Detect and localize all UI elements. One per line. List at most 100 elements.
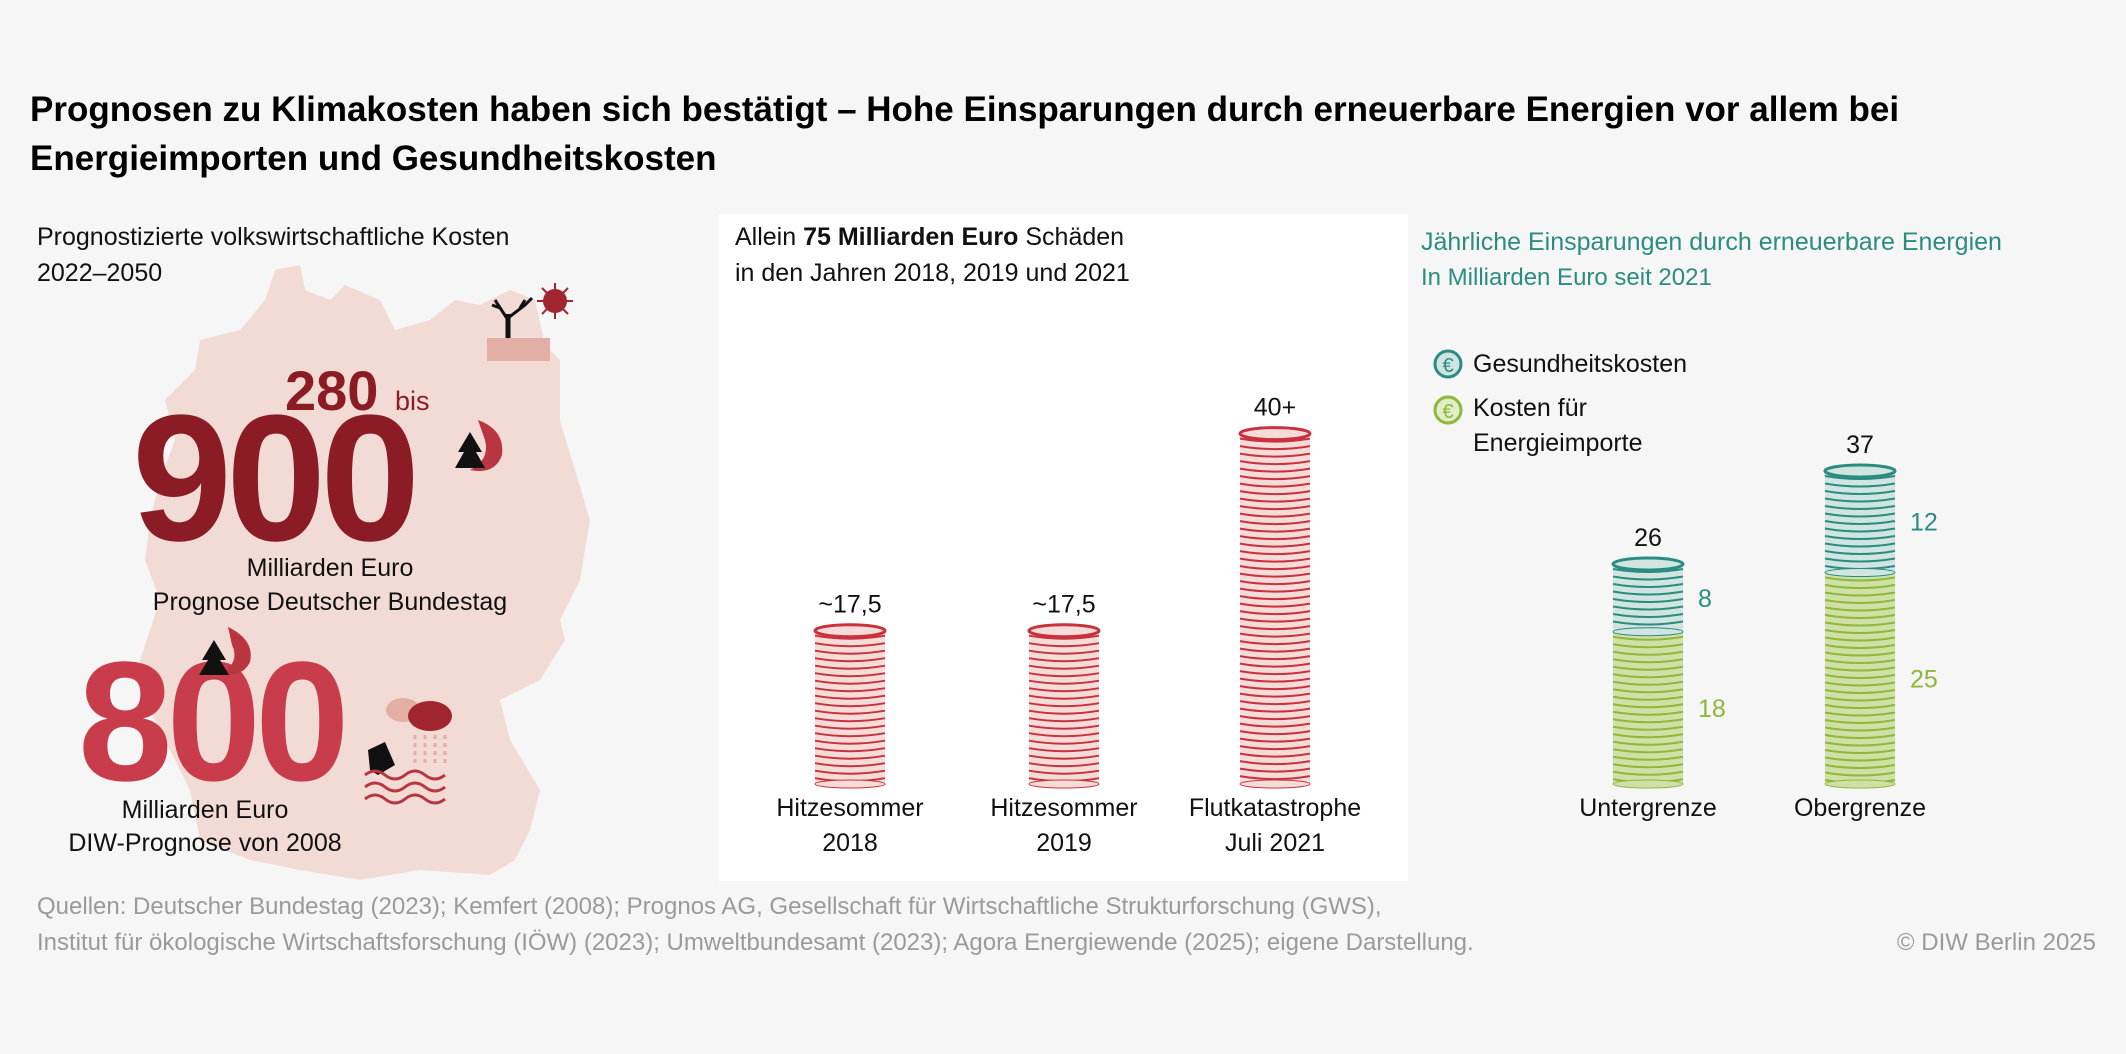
coin-edge	[1239, 557, 1311, 563]
coin-edge	[1239, 610, 1311, 616]
coin-edge	[1824, 474, 1896, 480]
coin-edge	[1239, 542, 1311, 548]
coin-edge	[1824, 557, 1896, 563]
segment-0-0	[1612, 631, 1684, 789]
category-label: Hitzesommer	[776, 794, 923, 822]
coin-edge	[1612, 673, 1684, 679]
coin-edge	[1824, 726, 1896, 732]
coin-edge	[814, 739, 886, 745]
coin-edge	[1028, 769, 1100, 775]
title-line-2: Energieimporten und Gesundheitskosten	[30, 139, 716, 178]
coin-edge	[1028, 694, 1100, 700]
coin-edge	[1824, 591, 1896, 597]
damages-title-part: Schäden	[1018, 223, 1124, 251]
coin-edge	[1239, 445, 1311, 451]
savings-title: Jährliche Einsparungen durch erneuerbare…	[1421, 228, 2002, 256]
coin-edge	[1028, 687, 1100, 693]
coin-edge	[1239, 475, 1311, 481]
coin-edge	[1028, 747, 1100, 753]
coin-edge	[1824, 771, 1896, 777]
coin-edge	[1028, 679, 1100, 685]
forest-fire-icon-2	[199, 627, 251, 675]
coin-edge	[1028, 717, 1100, 723]
coin-edge	[1239, 505, 1311, 511]
coin-edge	[1612, 703, 1684, 709]
segment-label: 18	[1698, 695, 1726, 723]
legend-label: Gesundheitskosten	[1473, 350, 1687, 378]
coin-edge	[1028, 649, 1100, 655]
coin-edge	[1239, 715, 1311, 721]
legend-label: Kosten für	[1473, 394, 1587, 422]
coin-edge	[814, 732, 886, 738]
coin-edge	[1239, 640, 1311, 646]
coin-edge	[1824, 651, 1896, 657]
stack-base	[1612, 627, 1684, 637]
coin-edge	[1824, 606, 1896, 612]
stack-base	[1612, 779, 1684, 789]
coin-edge	[1239, 700, 1311, 706]
coin-edge	[1239, 767, 1311, 773]
coin-edge	[1239, 602, 1311, 608]
forest-fire-icon	[455, 420, 503, 471]
coin-edge	[1824, 764, 1896, 769]
stack-top-coin	[1611, 556, 1685, 572]
coin-edge	[1612, 568, 1684, 574]
coin-edge	[1239, 670, 1311, 676]
coin-edge	[1612, 613, 1684, 619]
coin-edge	[814, 649, 886, 655]
stack-top-coin	[1027, 623, 1101, 639]
savings-subtitle: In Milliarden Euro seit 2021	[1421, 264, 1712, 291]
diw-unit: Milliarden Euro	[122, 796, 289, 824]
coin-edge	[814, 687, 886, 693]
coin-edge	[1824, 614, 1896, 619]
coin-edge	[1239, 550, 1311, 556]
coin-edge	[814, 664, 886, 670]
euro-coin-icon	[1433, 395, 1463, 425]
coin-edge	[1612, 658, 1684, 664]
coin-edge	[1239, 437, 1311, 443]
coin-edge	[1239, 737, 1311, 743]
coin-edge	[1612, 710, 1684, 716]
category-label: Hitzesommer	[990, 794, 1137, 822]
coin-edge	[1028, 672, 1100, 678]
coin-edge	[1824, 504, 1896, 510]
coin-edge	[1239, 565, 1311, 571]
bundestag-high-value: 900	[132, 378, 414, 579]
sun-icon	[537, 283, 573, 319]
euro-icon-glyph: €	[1442, 401, 1453, 423]
bundestag-unit: Milliarden Euro	[247, 554, 414, 582]
data-label: ~17,5	[1032, 591, 1095, 619]
stack-top-coin	[813, 623, 887, 639]
coin-edge	[1824, 489, 1896, 495]
coin-edge	[1028, 642, 1100, 648]
left-heading: Prognostizierte volkswirtschaftliche Kos…	[37, 223, 509, 251]
coin-edge	[814, 762, 886, 768]
bis-label: bis	[395, 386, 430, 416]
coin-edge	[1028, 724, 1100, 730]
damages-title-part: Allein	[735, 223, 803, 251]
coin-edge	[1612, 650, 1684, 656]
title-line-1: Prognosen zu Klimakosten haben sich best…	[30, 90, 1899, 129]
stack-base	[1824, 779, 1896, 789]
segment-1-1	[1823, 463, 1897, 577]
savings-panel: Jährliche Einsparungen durch erneuerbare…	[1421, 228, 2002, 822]
coin-edge	[1612, 725, 1684, 731]
dead-tree-icon	[491, 296, 534, 338]
coin-edge	[1824, 527, 1896, 533]
coin-edge	[1612, 575, 1684, 581]
savings-bars: 18 8 26 Untergrenze 25 12 37 Obergrenze	[1579, 431, 1938, 822]
coin-edge	[1612, 635, 1684, 641]
sources-line-1: Quellen: Deutscher Bundestag (2023); Kem…	[37, 893, 1382, 920]
coin-edge	[1612, 740, 1684, 746]
legend-label: Energieimporte	[1473, 429, 1643, 457]
coin-edge	[1239, 520, 1311, 526]
data-label: ~17,5	[818, 591, 881, 619]
coin-edge	[1612, 605, 1684, 611]
stack-base	[1824, 568, 1896, 577]
coin-edge	[1824, 704, 1896, 709]
bar-2	[1238, 426, 1312, 789]
coin-edge	[1239, 527, 1311, 533]
coin-edge	[1612, 620, 1684, 626]
coin-edge	[814, 672, 886, 678]
